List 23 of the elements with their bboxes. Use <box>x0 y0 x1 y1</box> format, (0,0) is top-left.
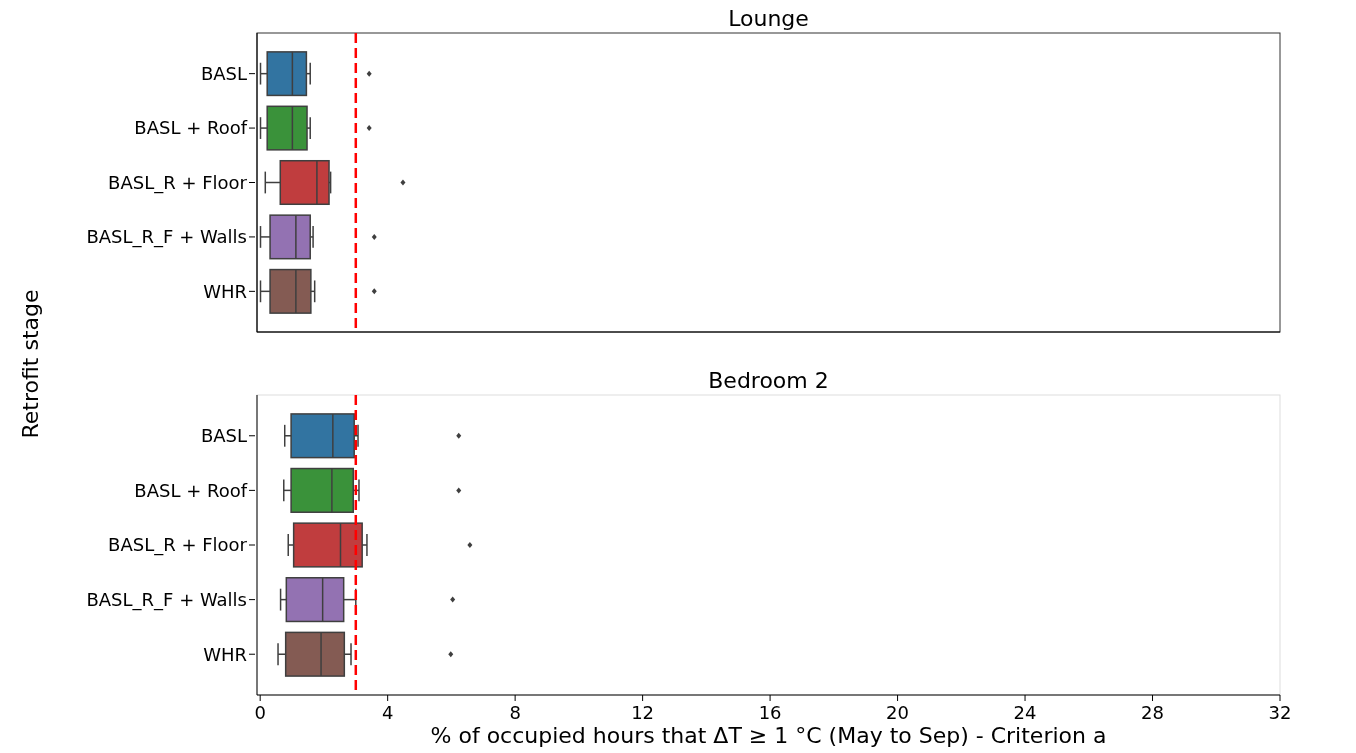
x-tick-label: 32 <box>1268 702 1292 723</box>
x-tick-label: 4 <box>381 702 394 723</box>
y-tick-label: BASL_R_F + Walls <box>86 226 247 249</box>
x-tick-label: 8 <box>509 702 521 723</box>
x-tick-label: 16 <box>758 702 782 723</box>
y-tick-label: BASL <box>200 62 247 84</box>
y-tick-label: BASL + Roof <box>134 479 248 501</box>
x-tick-label: 24 <box>1013 702 1037 723</box>
x-axis-title: % of occupied hours that ΔT ≥ 1 °C (May to Sep) - Criterion a <box>430 723 1107 748</box>
x-tick-label: 12 <box>631 702 655 723</box>
x-tick-label: 20 <box>886 702 910 723</box>
chart-title: Bedroom 2 <box>708 368 829 393</box>
y-tick-label: WHR <box>203 643 247 665</box>
y-axis-title: Retrofit stage <box>18 289 43 439</box>
y-tick-label: BASL <box>200 425 247 447</box>
y-tick-label: BASL + Roof <box>134 117 248 139</box>
y-tick-label: BASL_R_F + Walls <box>86 588 247 611</box>
y-tick-label: BASL_R + Floor <box>108 171 248 194</box>
chart-title: Lounge <box>728 6 809 31</box>
x-tick-label: 28 <box>1141 702 1164 723</box>
y-tick-label: BASL_R + Floor <box>108 534 248 557</box>
y-tick-label: WHR <box>203 280 247 302</box>
x-tick-label: 0 <box>254 702 266 723</box>
